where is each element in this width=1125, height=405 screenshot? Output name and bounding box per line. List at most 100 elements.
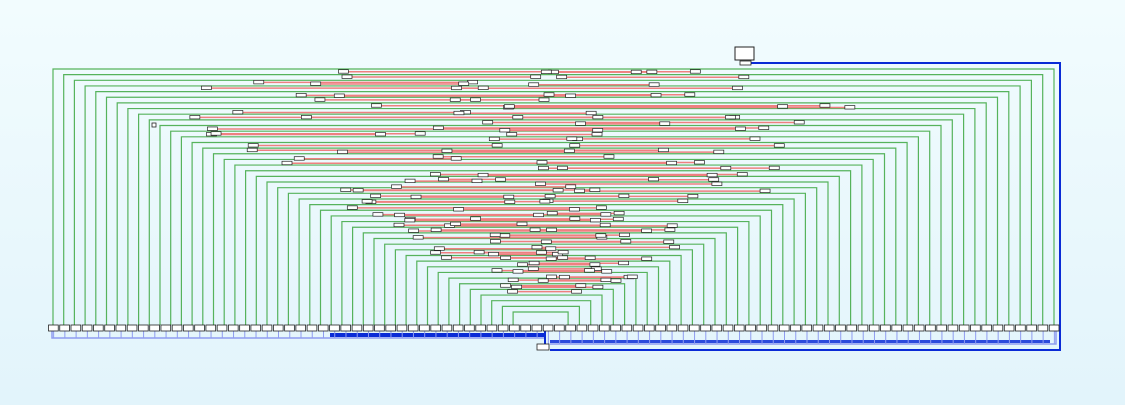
link-node	[545, 256, 557, 261]
link-node	[536, 250, 547, 255]
link-node	[441, 148, 453, 153]
link-node	[506, 132, 518, 137]
link-node	[736, 172, 748, 177]
green-wire-loop	[202, 147, 897, 325]
link-node	[590, 218, 601, 223]
link-node	[451, 85, 462, 91]
link-node	[346, 205, 358, 210]
link-node	[648, 177, 659, 182]
link-node	[544, 194, 556, 199]
link-node	[393, 222, 405, 228]
link-node	[477, 172, 489, 178]
blue-bus-thick	[330, 333, 545, 337]
link-node	[412, 235, 424, 240]
link-node	[391, 184, 402, 189]
green-wire-loop	[341, 220, 750, 325]
bottom-node	[1048, 324, 1060, 332]
link-node	[207, 126, 218, 131]
link-node	[599, 222, 611, 228]
link-node	[613, 210, 625, 216]
bottom-node	[171, 324, 183, 332]
link-node	[201, 85, 212, 90]
link-node	[708, 177, 720, 182]
link-node	[539, 199, 551, 204]
link-node	[473, 250, 485, 255]
link-node	[546, 210, 558, 216]
link-node	[499, 128, 511, 133]
green-wire-loop	[52, 68, 1055, 325]
root-node	[734, 46, 755, 61]
link-node	[529, 227, 541, 232]
bottom-node	[351, 324, 363, 332]
link-node	[432, 154, 444, 159]
bottom-node	[992, 324, 1004, 332]
red-link-layer	[194, 70, 850, 293]
link-node	[618, 193, 630, 198]
link-node	[563, 148, 575, 153]
bottom-node	[497, 324, 509, 332]
green-wire-loop	[159, 124, 942, 325]
bottom-node	[610, 324, 621, 332]
link-node	[314, 97, 326, 102]
bottom-node	[250, 324, 262, 332]
link-node	[490, 239, 501, 244]
green-wire-loop	[330, 215, 761, 325]
blue-bus-main	[550, 62, 1061, 351]
link-node	[517, 262, 528, 267]
link-node	[735, 126, 746, 131]
link-node	[530, 74, 542, 79]
link-node	[500, 255, 511, 260]
bottom-node	[317, 324, 329, 332]
link-node	[738, 74, 750, 80]
link-node	[569, 143, 581, 148]
marker-node	[151, 122, 157, 128]
link-node	[433, 246, 445, 251]
blue-bus-layer	[51, 62, 1061, 351]
green-wire-loop	[469, 288, 614, 325]
link-node	[618, 260, 630, 266]
bottom-node	[531, 324, 543, 332]
green-wire-loop	[426, 266, 660, 325]
link-node	[531, 245, 543, 250]
link-node	[619, 232, 630, 237]
link-node	[488, 136, 500, 142]
bottom-node	[228, 324, 239, 332]
bottom-node	[464, 324, 475, 332]
link-node	[352, 188, 364, 193]
link-node	[453, 110, 465, 116]
link-node	[507, 289, 518, 294]
link-node	[504, 199, 516, 204]
link-node	[641, 228, 652, 233]
link-node	[253, 80, 265, 85]
bottom-node	[700, 324, 711, 332]
link-node	[793, 120, 805, 125]
green-wire-loop	[384, 243, 705, 325]
bottom-node	[329, 324, 340, 332]
blue-bus-right	[550, 331, 1057, 345]
bottom-node	[689, 324, 700, 332]
link-node	[408, 228, 419, 233]
link-node	[470, 216, 481, 221]
bottom-node	[306, 324, 318, 332]
green-wire-loop	[459, 283, 626, 325]
bottom-node	[947, 324, 959, 332]
green-wire-loop	[362, 232, 727, 325]
link-node	[495, 177, 506, 182]
link-node	[438, 177, 449, 182]
link-node	[338, 69, 349, 74]
bottom-node	[441, 324, 453, 332]
bottom-node	[677, 324, 689, 332]
link-node	[711, 181, 723, 186]
green-wire-layer	[52, 68, 1055, 325]
bottom-node	[801, 324, 813, 332]
bottom-node	[272, 324, 284, 332]
bottom-node	[902, 324, 914, 332]
link-node	[536, 160, 548, 165]
link-node	[430, 227, 442, 232]
bottom-node	[913, 324, 925, 332]
green-wire-loop	[223, 158, 874, 325]
bottom-node	[194, 324, 205, 332]
link-node	[528, 82, 540, 87]
link-node	[543, 92, 555, 97]
green-wire-loop	[437, 271, 648, 325]
